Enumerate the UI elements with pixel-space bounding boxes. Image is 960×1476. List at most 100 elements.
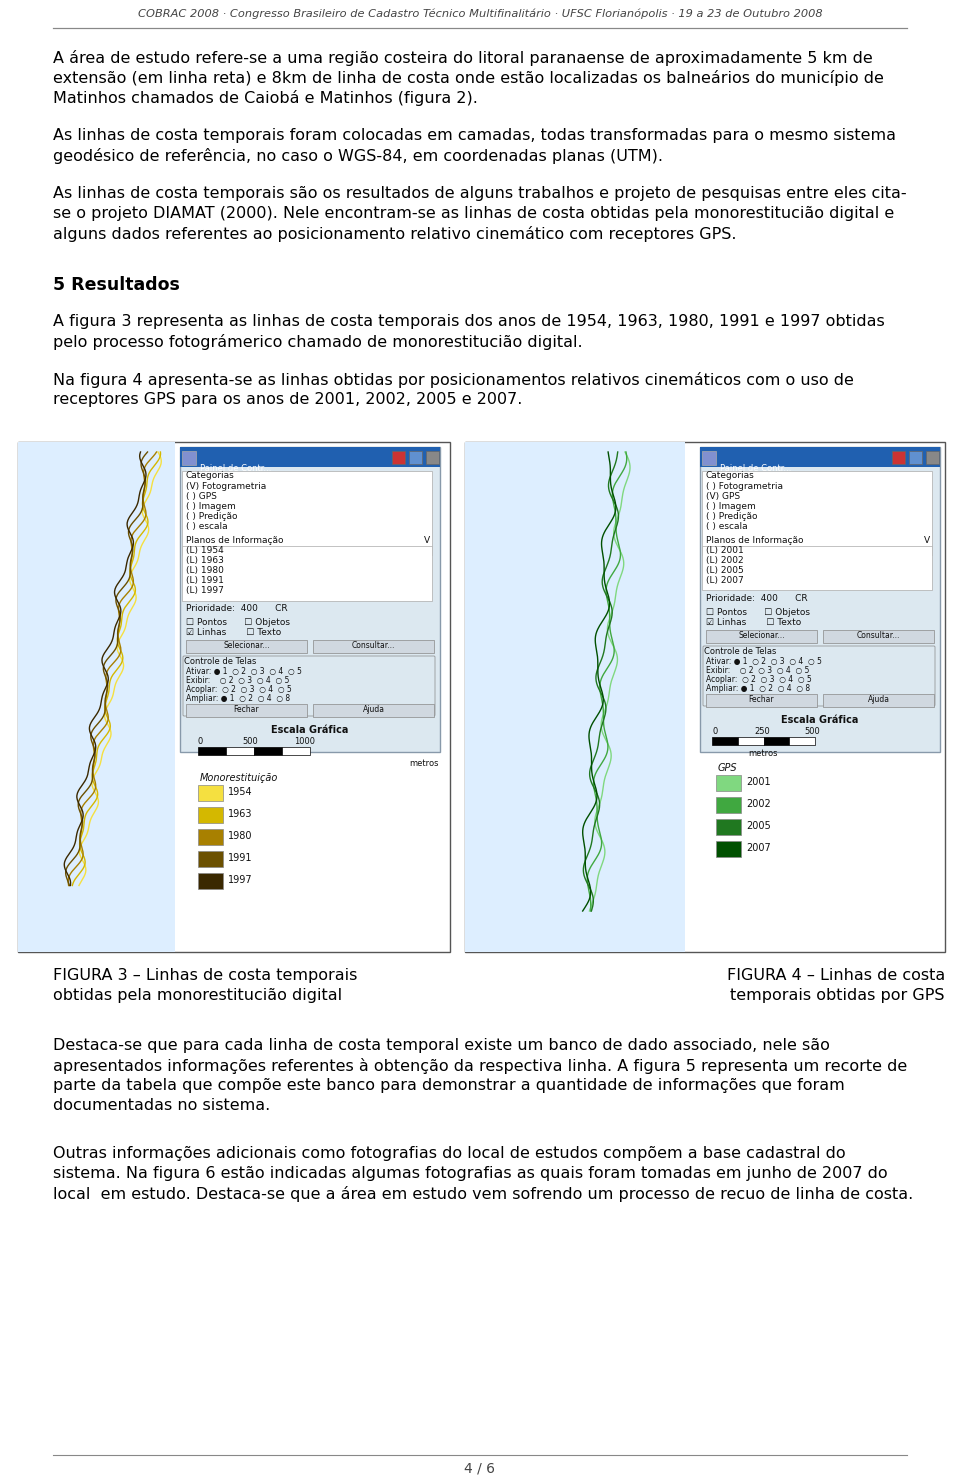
Text: 2001: 2001 (746, 776, 771, 787)
Text: Acoplar:  ○ 2  ○ 3  ○ 4  ○ 5: Acoplar: ○ 2 ○ 3 ○ 4 ○ 5 (186, 685, 292, 694)
Bar (186, 641, 307, 652)
Text: Acoplar:  ○ 2  ○ 3  ○ 4  ○ 5: Acoplar: ○ 2 ○ 3 ○ 4 ○ 5 (706, 675, 812, 683)
Text: Painel de Contr...: Painel de Contr... (720, 463, 791, 472)
Text: Outras informações adicionais como fotografias do local de estudos compõem a bas: Outras informações adicionais como fotog… (53, 1145, 846, 1162)
Text: 2007: 2007 (746, 843, 771, 853)
Text: ☑ Linhas       ☐ Texto: ☑ Linhas ☐ Texto (706, 618, 802, 627)
Bar (892, 452, 905, 463)
Bar (712, 737, 737, 745)
Text: sistema. Na figura 6 estão indicadas algumas fotografias as quais foram tomadas : sistema. Na figura 6 estão indicadas alg… (53, 1166, 888, 1181)
Text: V: V (424, 536, 430, 545)
Bar (426, 452, 439, 463)
Text: Painel de Contr...: Painel de Contr... (200, 463, 272, 472)
Bar (254, 747, 282, 756)
Bar (909, 452, 922, 463)
Text: metros: metros (409, 759, 439, 768)
Text: As linhas de costa temporais são os resultados de alguns trabalhos e projeto de : As linhas de costa temporais são os resu… (53, 186, 906, 201)
Text: receptores GPS para os anos de 2001, 2002, 2005 e 2007.: receptores GPS para os anos de 2001, 200… (53, 393, 522, 407)
Text: GPS: GPS (718, 763, 737, 773)
Text: V: V (924, 536, 930, 545)
Text: (L) 1980: (L) 1980 (186, 565, 224, 576)
Text: Fechar: Fechar (749, 695, 775, 704)
Text: Categorias: Categorias (186, 471, 235, 480)
Text: ( ) escala: ( ) escala (706, 523, 748, 531)
Bar (198, 785, 223, 801)
Text: 1980: 1980 (228, 831, 252, 841)
Bar (737, 737, 763, 745)
Bar (823, 630, 934, 644)
Text: apresentados informações referentes à obtenção da respectiva linha. A figura 5 r: apresentados informações referentes à ob… (53, 1058, 907, 1075)
Text: (V) GPS: (V) GPS (706, 492, 740, 500)
Text: local  em estudo. Destaca-se que a área em estudo vem sofrendo um processo de re: local em estudo. Destaca-se que a área e… (53, 1187, 913, 1201)
Bar (763, 737, 789, 745)
Bar (198, 830, 223, 844)
Text: ( ) GPS: ( ) GPS (186, 492, 217, 500)
Text: 1963: 1963 (228, 809, 252, 819)
Text: (L) 1991: (L) 1991 (186, 576, 224, 584)
Text: 250: 250 (755, 728, 770, 737)
Text: (L) 1997: (L) 1997 (186, 586, 224, 595)
Bar (186, 704, 307, 717)
Text: FIGURA 4 – Linhas de costa: FIGURA 4 – Linhas de costa (727, 968, 945, 983)
Bar (392, 452, 405, 463)
Text: Monorestituição: Monorestituição (200, 773, 278, 782)
Text: (L) 2005: (L) 2005 (706, 565, 744, 576)
Bar (789, 737, 815, 745)
Bar (282, 747, 310, 756)
Text: Planos de Informação: Planos de Informação (186, 536, 283, 545)
Text: Exibir:    ○ 2  ○ 3  ○ 4  ○ 5: Exibir: ○ 2 ○ 3 ○ 4 ○ 5 (186, 676, 289, 685)
Bar (706, 630, 817, 644)
Text: alguns dados referentes ao posicionamento relativo cinemático com receptores GPS: alguns dados referentes ao posicionament… (53, 226, 736, 242)
Text: Ativar: ● 1  ○ 2  ○ 3  ○ 4  ○ 5: Ativar: ● 1 ○ 2 ○ 3 ○ 4 ○ 5 (706, 657, 822, 666)
Bar (823, 694, 934, 707)
Bar (180, 447, 440, 751)
Bar (706, 694, 817, 707)
Bar (702, 546, 932, 590)
Text: Selecionar...: Selecionar... (224, 641, 270, 649)
Bar (182, 546, 432, 601)
Text: (L) 2007: (L) 2007 (706, 576, 744, 584)
Text: Prioridade:  400      CR: Prioridade: 400 CR (186, 604, 288, 613)
FancyBboxPatch shape (183, 655, 435, 716)
Text: As linhas de costa temporais foram colocadas em camadas, todas transformadas par: As linhas de costa temporais foram coloc… (53, 128, 896, 143)
Bar (702, 471, 932, 555)
Text: (L) 2001: (L) 2001 (706, 546, 744, 555)
Text: Ativar: ● 1  ○ 2  ○ 3  ○ 4  ○ 5: Ativar: ● 1 ○ 2 ○ 3 ○ 4 ○ 5 (186, 667, 301, 676)
Text: geodésico de referência, no caso o WGS-84, em coordenadas planas (UTM).: geodésico de referência, no caso o WGS-8… (53, 148, 663, 164)
Bar (700, 447, 940, 466)
Text: Controle de Telas: Controle de Telas (184, 657, 256, 666)
Text: ( ) Predição: ( ) Predição (186, 512, 237, 521)
Text: 1000: 1000 (295, 737, 316, 745)
Text: extensão (em linha reta) e 8km de linha de costa onde estão localizadas os balne: extensão (em linha reta) e 8km de linha … (53, 69, 884, 86)
Text: Consultar...: Consultar... (351, 641, 396, 649)
Text: Prioridade:  400      CR: Prioridade: 400 CR (706, 593, 807, 604)
Text: ( ) Imagem: ( ) Imagem (186, 502, 236, 511)
Bar (926, 452, 939, 463)
Text: Exibir:    ○ 2  ○ 3  ○ 4  ○ 5: Exibir: ○ 2 ○ 3 ○ 4 ○ 5 (706, 666, 809, 675)
Text: Planos de Informação: Planos de Informação (706, 536, 804, 545)
Bar (465, 441, 685, 952)
Text: Selecionar...: Selecionar... (738, 632, 784, 641)
Bar (18, 441, 450, 952)
Text: parte da tabela que compõe este banco para demonstrar a quantidade de informaçõe: parte da tabela que compõe este banco pa… (53, 1077, 845, 1094)
Text: Na figura 4 apresenta-se as linhas obtidas por posicionamentos relativos cinemát: Na figura 4 apresenta-se as linhas obtid… (53, 372, 853, 388)
Text: Fechar: Fechar (233, 706, 259, 714)
Bar (716, 797, 741, 813)
Text: temporais obtidas por GPS: temporais obtidas por GPS (731, 987, 945, 1004)
Text: ☐ Pontos      ☐ Objetos: ☐ Pontos ☐ Objetos (706, 608, 810, 617)
Bar (716, 775, 741, 791)
Bar (18, 441, 175, 952)
Bar (198, 872, 223, 889)
Text: Escala Gráfica: Escala Gráfica (781, 714, 858, 725)
Text: obtidas pela monorestitucião digital: obtidas pela monorestitucião digital (53, 987, 342, 1004)
Text: A área de estudo refere-se a uma região costeira do litoral paranaense de aproxi: A área de estudo refere-se a uma região … (53, 50, 873, 66)
Text: ( ) Predição: ( ) Predição (706, 512, 757, 521)
Text: Ampliar: ● 1  ○ 2  ○ 4  ○ 8: Ampliar: ● 1 ○ 2 ○ 4 ○ 8 (186, 694, 290, 703)
Bar (226, 747, 254, 756)
Text: (L) 2002: (L) 2002 (706, 556, 744, 565)
Text: 2005: 2005 (746, 821, 771, 831)
Text: A figura 3 representa as linhas de costa temporais dos anos de 1954, 1963, 1980,: A figura 3 representa as linhas de costa… (53, 314, 885, 329)
Bar (313, 704, 434, 717)
Text: Categorias: Categorias (706, 471, 755, 480)
Text: ( ) Imagem: ( ) Imagem (706, 502, 756, 511)
